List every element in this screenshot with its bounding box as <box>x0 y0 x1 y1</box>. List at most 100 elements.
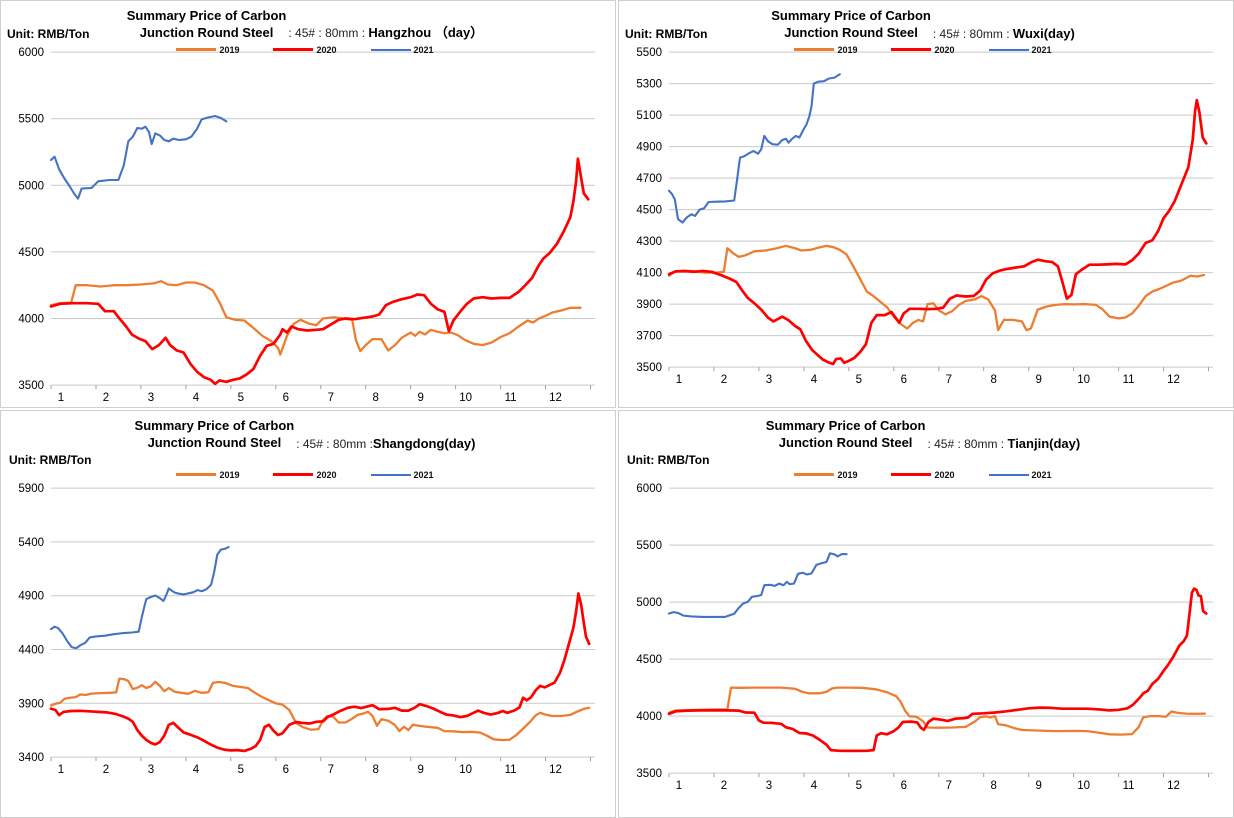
svg-text:3400: 3400 <box>18 752 44 764</box>
svg-text:3: 3 <box>148 392 154 404</box>
svg-text:9: 9 <box>417 392 423 404</box>
svg-text:4900: 4900 <box>636 141 662 153</box>
svg-text:10: 10 <box>459 392 472 404</box>
svg-text:4100: 4100 <box>636 267 662 279</box>
svg-text:10: 10 <box>459 764 472 776</box>
legend-item-2021: 2021 <box>988 470 1052 480</box>
svg-text:9: 9 <box>417 764 423 776</box>
legend-swatch-2019-icon <box>176 473 217 477</box>
chart-title-line1: Summary Price of Carbon <box>771 8 931 23</box>
svg-text:4300: 4300 <box>636 236 662 248</box>
svg-text:5500: 5500 <box>636 47 662 59</box>
legend-item-2020: 2020 <box>891 470 955 480</box>
svg-text:3500: 3500 <box>636 362 662 374</box>
svg-text:3900: 3900 <box>636 299 662 311</box>
legend-label-2021: 2021 <box>1031 44 1052 55</box>
svg-text:4700: 4700 <box>636 173 662 185</box>
legend-item-2019: 2019 <box>794 45 857 55</box>
svg-text:1: 1 <box>58 764 64 776</box>
chart-title-line1: Summary Price of Carbon <box>765 418 926 433</box>
legend-swatch-2019-icon <box>794 473 835 477</box>
svg-text:4000: 4000 <box>636 711 662 723</box>
svg-text:11: 11 <box>505 764 517 776</box>
legend-swatch-2020-icon <box>891 48 932 52</box>
svg-text:7: 7 <box>328 764 334 776</box>
legend-swatch-2020-icon <box>891 473 932 477</box>
legend-swatch-2019-icon <box>794 48 835 52</box>
chart-header: Summary Price of Carbon Junction Round S… <box>3 413 607 452</box>
svg-text:9: 9 <box>1035 374 1041 386</box>
chart-city: Tianjin(day) <box>1007 435 1081 451</box>
chart-city: Hangzhou （day） <box>368 24 484 40</box>
legend-swatch-2020-icon <box>273 473 314 477</box>
svg-text:5300: 5300 <box>636 78 662 90</box>
legend-label-2021: 2021 <box>413 469 434 480</box>
svg-text:3500: 3500 <box>636 768 662 780</box>
legend-label-2019: 2019 <box>837 469 858 480</box>
svg-text:2: 2 <box>103 764 109 776</box>
legend: 2019 2020 2021 <box>621 45 1225 55</box>
svg-text:5100: 5100 <box>636 110 662 122</box>
svg-text:8: 8 <box>990 780 996 792</box>
svg-text:7: 7 <box>946 374 952 386</box>
chart-spec: : 45# : 80mm : <box>288 25 369 40</box>
legend-swatch-2021-icon <box>370 48 411 51</box>
legend-swatch-2021-icon <box>370 473 411 476</box>
line-chart-wuxi: 3500 3700 3900 4100 4300 4500 4700 4900 5100 5300… <box>636 47 1213 386</box>
svg-text:1: 1 <box>676 374 682 386</box>
legend-item-2019: 2019 <box>794 470 857 480</box>
legend-swatch-2019-icon <box>176 48 217 52</box>
svg-text:8: 8 <box>372 392 378 404</box>
chart-title-line2: Junction Round Steel <box>778 434 913 450</box>
svg-text:10: 10 <box>1077 374 1090 386</box>
chart-header: Unit: RMB/Ton Summary Price of Carbon Ju… <box>621 3 1225 42</box>
chart-title-line2: Junction Round Steel <box>139 24 274 40</box>
svg-text:4: 4 <box>193 392 200 404</box>
chart-title-line2: Junction Round Steel <box>784 24 918 40</box>
svg-text:6000: 6000 <box>18 47 44 59</box>
legend-swatch-2020-icon <box>273 48 314 52</box>
svg-text:3: 3 <box>766 780 772 792</box>
legend-item-2020: 2020 <box>273 44 337 55</box>
svg-text:5: 5 <box>856 780 862 792</box>
svg-text:1: 1 <box>58 392 64 404</box>
svg-text:8: 8 <box>990 374 996 386</box>
chart-header: Summary Price of Carbon Junction Round S… <box>621 413 1225 452</box>
svg-text:2: 2 <box>103 392 109 404</box>
legend-label-2020: 2020 <box>316 44 337 55</box>
svg-text:6: 6 <box>901 374 907 386</box>
svg-text:3900: 3900 <box>18 698 44 710</box>
legend-swatch-2021-icon <box>988 473 1029 476</box>
legend-item-2020: 2020 <box>891 45 955 55</box>
svg-text:7: 7 <box>946 780 952 792</box>
svg-text:4000: 4000 <box>18 313 44 325</box>
svg-text:10: 10 <box>1077 780 1090 792</box>
svg-text:11: 11 <box>1123 374 1135 386</box>
chart-city: Wuxi(day) <box>1012 25 1075 41</box>
svg-text:1: 1 <box>676 780 682 792</box>
svg-text:12: 12 <box>1167 780 1180 792</box>
svg-text:2: 2 <box>721 780 727 792</box>
legend-item-2019: 2019 <box>176 470 239 480</box>
chart-title-line1: Summary Price of Carbon <box>126 8 287 23</box>
svg-text:5500: 5500 <box>18 113 44 125</box>
chart-panel-wuxi: Unit: RMB/Ton Summary Price of Carbon Ju… <box>618 0 1234 408</box>
chart-title: Summary Price of Carbon Junction Round S… <box>3 418 607 452</box>
svg-text:9: 9 <box>1035 780 1041 792</box>
chart-city: Shangdong(day) <box>372 435 476 451</box>
svg-text:3: 3 <box>766 374 772 386</box>
svg-text:5900: 5900 <box>18 483 44 495</box>
svg-text:4: 4 <box>811 374 818 386</box>
svg-text:6: 6 <box>283 392 289 404</box>
svg-text:3500: 3500 <box>18 380 44 392</box>
svg-text:6: 6 <box>901 780 907 792</box>
chart-panel-tianjin: Summary Price of Carbon Junction Round S… <box>618 410 1234 818</box>
svg-text:11: 11 <box>505 392 517 404</box>
svg-text:3700: 3700 <box>636 330 662 342</box>
legend-label-2019: 2019 <box>837 44 858 55</box>
unit-label: Unit: RMB/Ton <box>9 452 92 467</box>
svg-text:5: 5 <box>238 392 244 404</box>
